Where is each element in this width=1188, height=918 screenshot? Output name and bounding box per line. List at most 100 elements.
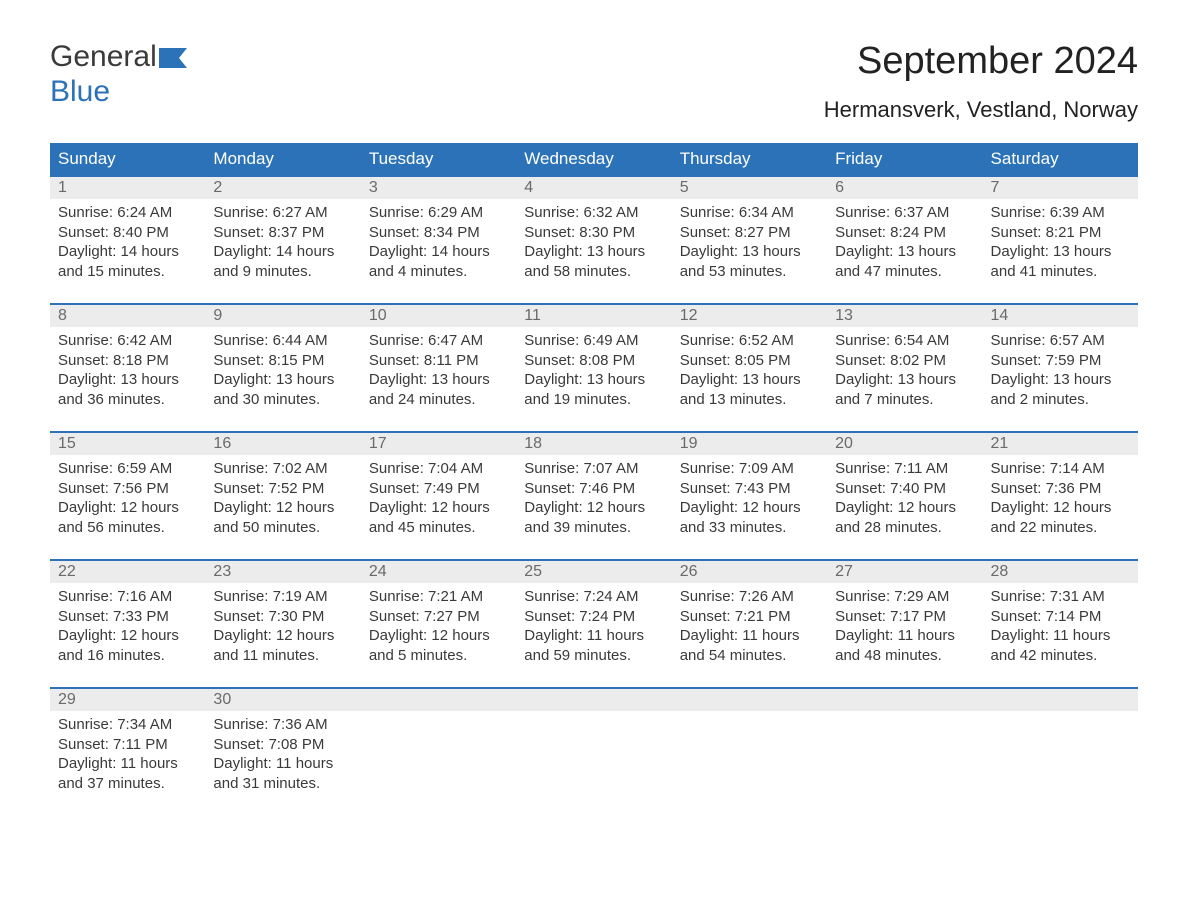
- day-cell: 11Sunrise: 6:49 AMSunset: 8:08 PMDayligh…: [516, 304, 671, 432]
- daylight-line2: and 24 minutes.: [369, 390, 508, 410]
- day-details: Sunrise: 6:34 AMSunset: 8:27 PMDaylight:…: [672, 199, 827, 303]
- day-number: 30: [205, 689, 360, 711]
- daylight-line2: and 47 minutes.: [835, 262, 974, 282]
- day-number: 4: [516, 177, 671, 199]
- daylight-line2: and 48 minutes.: [835, 646, 974, 666]
- day-details: Sunrise: 7:26 AMSunset: 7:21 PMDaylight:…: [672, 583, 827, 687]
- day-number: 3: [361, 177, 516, 199]
- day-cell: 9Sunrise: 6:44 AMSunset: 8:15 PMDaylight…: [205, 304, 360, 432]
- day-cell: 8Sunrise: 6:42 AMSunset: 8:18 PMDaylight…: [50, 304, 205, 432]
- daylight-line1: Daylight: 13 hours: [524, 370, 663, 390]
- empty-day-body: [516, 711, 671, 791]
- sunrise-text: Sunrise: 6:39 AM: [991, 203, 1130, 223]
- day-details: Sunrise: 7:02 AMSunset: 7:52 PMDaylight:…: [205, 455, 360, 559]
- brand-logo: General Blue: [50, 40, 187, 108]
- sunrise-text: Sunrise: 6:44 AM: [213, 331, 352, 351]
- day-number: 26: [672, 561, 827, 583]
- empty-day-body: [361, 711, 516, 791]
- title-block: September 2024 Hermansverk, Vestland, No…: [824, 40, 1138, 123]
- daylight-line1: Daylight: 12 hours: [58, 498, 197, 518]
- day-number: 10: [361, 305, 516, 327]
- daylight-line2: and 50 minutes.: [213, 518, 352, 538]
- empty-day-head: [827, 689, 982, 711]
- sunrise-text: Sunrise: 7:31 AM: [991, 587, 1130, 607]
- day-details: Sunrise: 6:49 AMSunset: 8:08 PMDaylight:…: [516, 327, 671, 431]
- day-details: Sunrise: 7:04 AMSunset: 7:49 PMDaylight:…: [361, 455, 516, 559]
- empty-day-head: [672, 689, 827, 711]
- sunset-text: Sunset: 7:27 PM: [369, 607, 508, 627]
- day-header: Monday: [205, 143, 360, 176]
- calendar-body: 1Sunrise: 6:24 AMSunset: 8:40 PMDaylight…: [50, 176, 1138, 815]
- day-cell: 26Sunrise: 7:26 AMSunset: 7:21 PMDayligh…: [672, 560, 827, 688]
- sunrise-text: Sunrise: 7:21 AM: [369, 587, 508, 607]
- daylight-line1: Daylight: 12 hours: [835, 498, 974, 518]
- daylight-line2: and 11 minutes.: [213, 646, 352, 666]
- daylight-line1: Daylight: 13 hours: [835, 370, 974, 390]
- day-header: Friday: [827, 143, 982, 176]
- day-number: 20: [827, 433, 982, 455]
- daylight-line2: and 16 minutes.: [58, 646, 197, 666]
- day-number: 22: [50, 561, 205, 583]
- daylight-line2: and 28 minutes.: [835, 518, 974, 538]
- day-number: 15: [50, 433, 205, 455]
- daylight-line2: and 31 minutes.: [213, 774, 352, 794]
- day-cell: 19Sunrise: 7:09 AMSunset: 7:43 PMDayligh…: [672, 432, 827, 560]
- day-details: Sunrise: 7:16 AMSunset: 7:33 PMDaylight:…: [50, 583, 205, 687]
- day-number: 8: [50, 305, 205, 327]
- flag-icon: [159, 42, 187, 75]
- empty-day-body: [827, 711, 982, 791]
- sunset-text: Sunset: 7:11 PM: [58, 735, 197, 755]
- sunrise-text: Sunrise: 6:54 AM: [835, 331, 974, 351]
- sunrise-text: Sunrise: 7:09 AM: [680, 459, 819, 479]
- week-row: 15Sunrise: 6:59 AMSunset: 7:56 PMDayligh…: [50, 432, 1138, 560]
- daylight-line2: and 7 minutes.: [835, 390, 974, 410]
- sunrise-text: Sunrise: 6:37 AM: [835, 203, 974, 223]
- day-cell: [361, 688, 516, 815]
- day-details: Sunrise: 7:31 AMSunset: 7:14 PMDaylight:…: [983, 583, 1138, 687]
- day-number: 25: [516, 561, 671, 583]
- daylight-line1: Daylight: 13 hours: [991, 242, 1130, 262]
- daylight-line1: Daylight: 13 hours: [58, 370, 197, 390]
- day-number: 1: [50, 177, 205, 199]
- sunset-text: Sunset: 8:30 PM: [524, 223, 663, 243]
- empty-day-head: [516, 689, 671, 711]
- daylight-line1: Daylight: 11 hours: [835, 626, 974, 646]
- sunset-text: Sunset: 7:59 PM: [991, 351, 1130, 371]
- daylight-line1: Daylight: 11 hours: [680, 626, 819, 646]
- day-details: Sunrise: 6:27 AMSunset: 8:37 PMDaylight:…: [205, 199, 360, 303]
- sunrise-text: Sunrise: 7:14 AM: [991, 459, 1130, 479]
- day-details: Sunrise: 6:24 AMSunset: 8:40 PMDaylight:…: [50, 199, 205, 303]
- day-details: Sunrise: 6:37 AMSunset: 8:24 PMDaylight:…: [827, 199, 982, 303]
- month-title: September 2024: [824, 40, 1138, 83]
- day-cell: 10Sunrise: 6:47 AMSunset: 8:11 PMDayligh…: [361, 304, 516, 432]
- sunset-text: Sunset: 8:05 PM: [680, 351, 819, 371]
- sunrise-text: Sunrise: 6:29 AM: [369, 203, 508, 223]
- daylight-line2: and 36 minutes.: [58, 390, 197, 410]
- daylight-line2: and 41 minutes.: [991, 262, 1130, 282]
- sunset-text: Sunset: 7:49 PM: [369, 479, 508, 499]
- day-details: Sunrise: 6:44 AMSunset: 8:15 PMDaylight:…: [205, 327, 360, 431]
- day-cell: 22Sunrise: 7:16 AMSunset: 7:33 PMDayligh…: [50, 560, 205, 688]
- day-number: 21: [983, 433, 1138, 455]
- daylight-line1: Daylight: 13 hours: [524, 242, 663, 262]
- page-header: General Blue September 2024 Hermansverk,…: [50, 40, 1138, 123]
- sunrise-text: Sunrise: 6:27 AM: [213, 203, 352, 223]
- daylight-line1: Daylight: 13 hours: [369, 370, 508, 390]
- sunrise-text: Sunrise: 7:04 AM: [369, 459, 508, 479]
- day-cell: 12Sunrise: 6:52 AMSunset: 8:05 PMDayligh…: [672, 304, 827, 432]
- sunrise-text: Sunrise: 7:19 AM: [213, 587, 352, 607]
- sunset-text: Sunset: 7:33 PM: [58, 607, 197, 627]
- daylight-line2: and 15 minutes.: [58, 262, 197, 282]
- sunrise-text: Sunrise: 7:16 AM: [58, 587, 197, 607]
- daylight-line1: Daylight: 11 hours: [213, 754, 352, 774]
- day-details: Sunrise: 6:32 AMSunset: 8:30 PMDaylight:…: [516, 199, 671, 303]
- sunrise-text: Sunrise: 7:02 AM: [213, 459, 352, 479]
- day-details: Sunrise: 7:09 AMSunset: 7:43 PMDaylight:…: [672, 455, 827, 559]
- sunset-text: Sunset: 7:14 PM: [991, 607, 1130, 627]
- day-number: 17: [361, 433, 516, 455]
- day-header: Sunday: [50, 143, 205, 176]
- sunset-text: Sunset: 8:34 PM: [369, 223, 508, 243]
- day-number: 7: [983, 177, 1138, 199]
- sunrise-text: Sunrise: 6:47 AM: [369, 331, 508, 351]
- day-header: Tuesday: [361, 143, 516, 176]
